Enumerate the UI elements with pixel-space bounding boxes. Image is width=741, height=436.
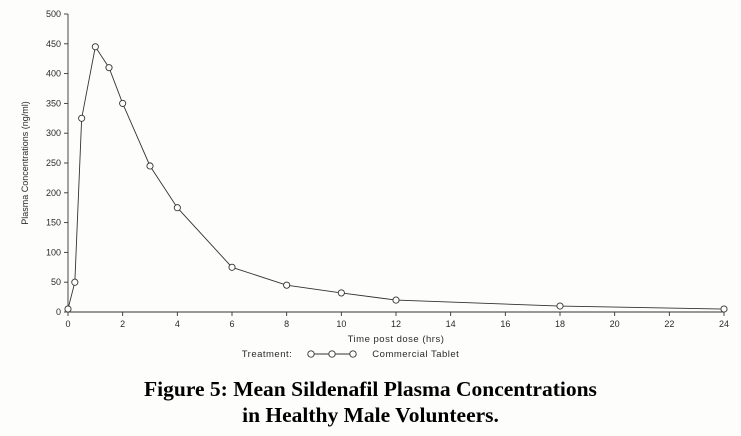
data-point bbox=[64, 305, 72, 313]
svg-text:150: 150 bbox=[46, 218, 61, 228]
svg-text:14: 14 bbox=[446, 319, 456, 329]
data-point bbox=[71, 278, 79, 286]
svg-text:10: 10 bbox=[336, 319, 346, 329]
chart-area: 0 50 100 150 200 250 300 350 400 450 500 0 2 4 6 8 10 12 1… bbox=[20, 9, 729, 345]
legend-series-label: Commercial Tablet bbox=[372, 348, 460, 360]
svg-text:24: 24 bbox=[719, 319, 729, 329]
svg-text:18: 18 bbox=[555, 319, 565, 329]
svg-text:250: 250 bbox=[46, 158, 61, 168]
svg-text:0: 0 bbox=[65, 319, 70, 329]
x-axis-label: Time post dose (hrs) bbox=[348, 334, 445, 345]
svg-text:350: 350 bbox=[46, 98, 61, 108]
y-axis-label: Plasma Concentrations (ng/ml) bbox=[20, 101, 30, 225]
figure-caption: Figure 5: Mean Sildenafil Plasma Concent… bbox=[0, 376, 741, 428]
caption-line-2: in Healthy Male Volunteers. bbox=[242, 403, 499, 428]
caption-line-1: Figure 5: Mean Sildenafil Plasma Concent… bbox=[144, 377, 597, 401]
data-point bbox=[720, 305, 728, 313]
series-line bbox=[67, 45, 725, 310]
svg-text:6: 6 bbox=[229, 319, 234, 329]
data-point bbox=[173, 204, 181, 212]
chart-legend: Treatment: Commercial Tablet bbox=[0, 346, 721, 362]
x-axis-ticks: 0 2 4 6 8 10 12 14 16 18 20 22 24 bbox=[65, 312, 729, 329]
axes bbox=[67, 14, 724, 313]
data-point bbox=[283, 281, 291, 289]
svg-text:50: 50 bbox=[51, 277, 61, 287]
data-points bbox=[64, 43, 728, 313]
svg-text:300: 300 bbox=[46, 128, 61, 138]
svg-text:16: 16 bbox=[500, 319, 510, 329]
svg-text:400: 400 bbox=[46, 69, 61, 79]
data-point bbox=[78, 114, 86, 122]
svg-text:20: 20 bbox=[610, 319, 620, 329]
data-point bbox=[91, 43, 99, 51]
y-axis-ticks: 0 50 100 150 200 250 300 350 400 450 500 bbox=[46, 9, 68, 317]
svg-text:8: 8 bbox=[284, 319, 289, 329]
svg-text:2: 2 bbox=[120, 319, 125, 329]
svg-text:450: 450 bbox=[46, 39, 61, 49]
data-point bbox=[228, 263, 236, 271]
svg-text:0: 0 bbox=[56, 307, 61, 317]
data-point bbox=[119, 99, 127, 107]
data-point bbox=[392, 296, 400, 304]
svg-text:200: 200 bbox=[46, 188, 61, 198]
data-point bbox=[556, 302, 564, 310]
data-point bbox=[337, 289, 345, 297]
svg-text:4: 4 bbox=[175, 319, 180, 329]
data-point bbox=[146, 162, 154, 170]
svg-text:22: 22 bbox=[664, 319, 674, 329]
svg-text:12: 12 bbox=[391, 319, 401, 329]
svg-text:500: 500 bbox=[46, 9, 61, 19]
data-point bbox=[105, 64, 113, 72]
svg-text:100: 100 bbox=[46, 247, 61, 257]
legend-treatment-label: Treatment: bbox=[241, 348, 293, 360]
legend-series-symbol-icon bbox=[306, 349, 358, 359]
